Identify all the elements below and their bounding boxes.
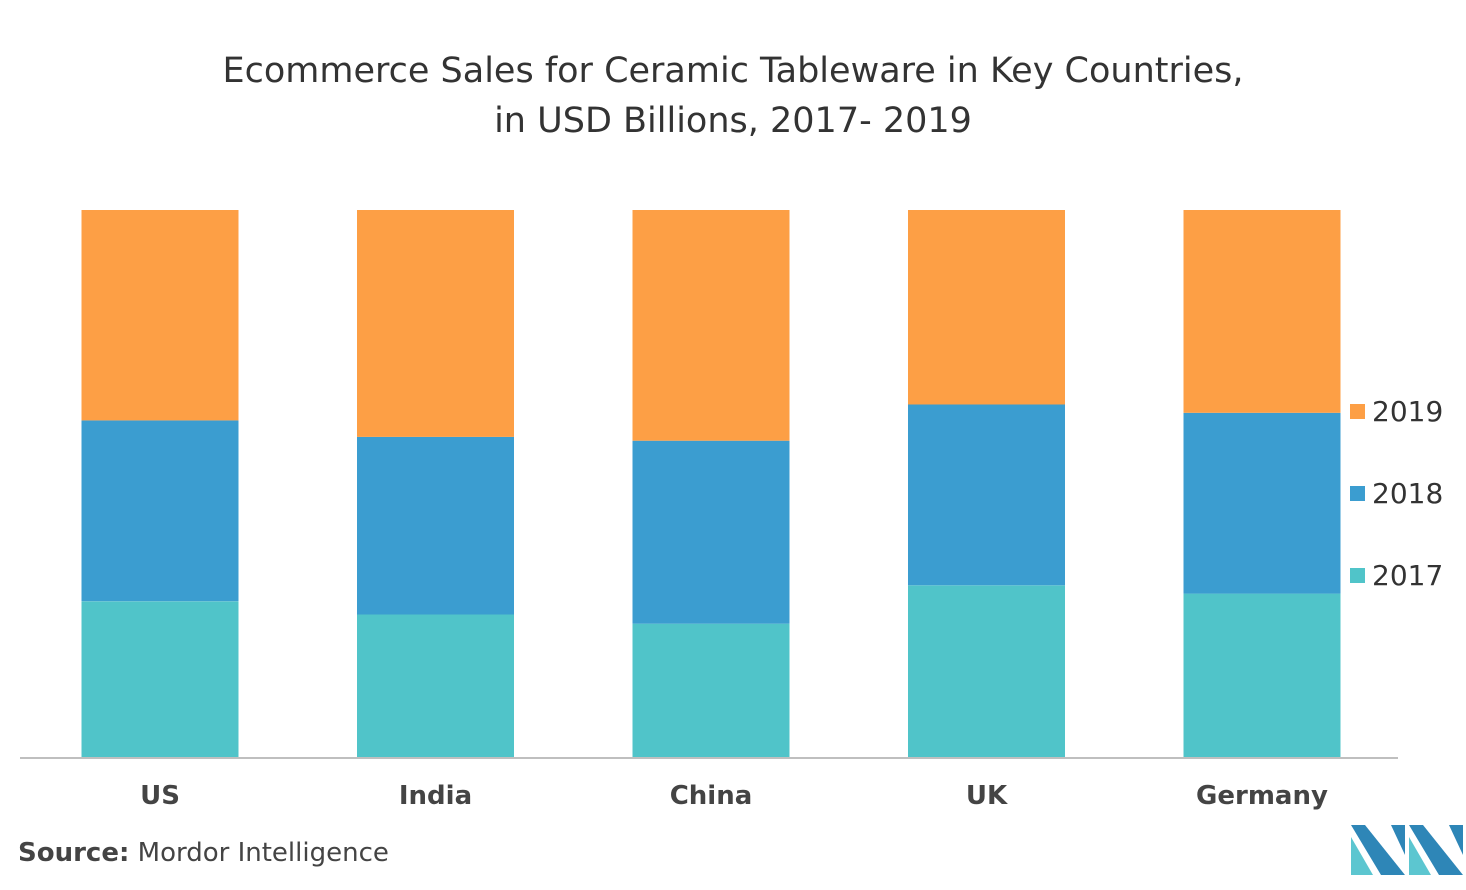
logo-shape-6 xyxy=(1449,825,1463,855)
legend-label-2019: 2019 xyxy=(1372,395,1443,428)
bar-germany-2018 xyxy=(1183,412,1341,594)
x-tick-label: US xyxy=(140,781,180,811)
x-tick-label: UK xyxy=(966,781,1008,811)
bar-germany-2017 xyxy=(1183,593,1341,758)
logo-shape-4 xyxy=(1409,837,1431,875)
legend-swatch-2019 xyxy=(1350,404,1365,419)
source-prefix: Source: xyxy=(18,838,130,868)
bar-us-2019 xyxy=(81,210,239,421)
x-tick-labels: US India China UK Germany xyxy=(140,781,1328,811)
source-note: Source: Mordor Intelligence xyxy=(18,838,389,868)
mordor-intelligence-logo xyxy=(1351,825,1463,875)
legend-label-2018: 2018 xyxy=(1372,477,1443,510)
bar-china-2018 xyxy=(632,440,790,624)
bar-china-2019 xyxy=(632,210,790,441)
x-tick-label: China xyxy=(670,781,753,811)
source-text: Mordor Intelligence xyxy=(129,838,389,868)
legend: 2019 2018 2017 xyxy=(1350,395,1443,592)
x-tick-label: Germany xyxy=(1196,781,1328,811)
logo-shape-3 xyxy=(1391,825,1405,855)
logo-shape-1 xyxy=(1351,837,1373,875)
logo-shape-2 xyxy=(1351,825,1405,875)
legend-swatch-2018 xyxy=(1350,486,1365,501)
legend-label-2017: 2017 xyxy=(1372,559,1443,592)
bar-uk-2017 xyxy=(908,585,1065,758)
bar-uk-2018 xyxy=(908,404,1065,586)
legend-swatch-2017 xyxy=(1350,568,1365,583)
bar-us-2017 xyxy=(81,601,239,758)
bar-india-2019 xyxy=(357,210,514,437)
chart-title-line-2: in USD Billions, 2017- 2019 xyxy=(494,101,972,141)
bar-germany-2019 xyxy=(1183,210,1341,413)
bar-us-2018 xyxy=(81,420,239,602)
bar-uk-2019 xyxy=(908,210,1065,405)
bar-india-2017 xyxy=(357,614,514,758)
chart-title: Ecommerce Sales for Ceramic Tableware in… xyxy=(0,46,1466,146)
logo-shape-5 xyxy=(1409,825,1463,875)
x-tick-label: India xyxy=(399,781,472,811)
bar-china-2017 xyxy=(632,623,790,758)
bar-group xyxy=(81,210,1341,758)
chart-title-line-1: Ecommerce Sales for Ceramic Tableware in… xyxy=(222,51,1244,91)
bar-india-2018 xyxy=(357,436,514,615)
